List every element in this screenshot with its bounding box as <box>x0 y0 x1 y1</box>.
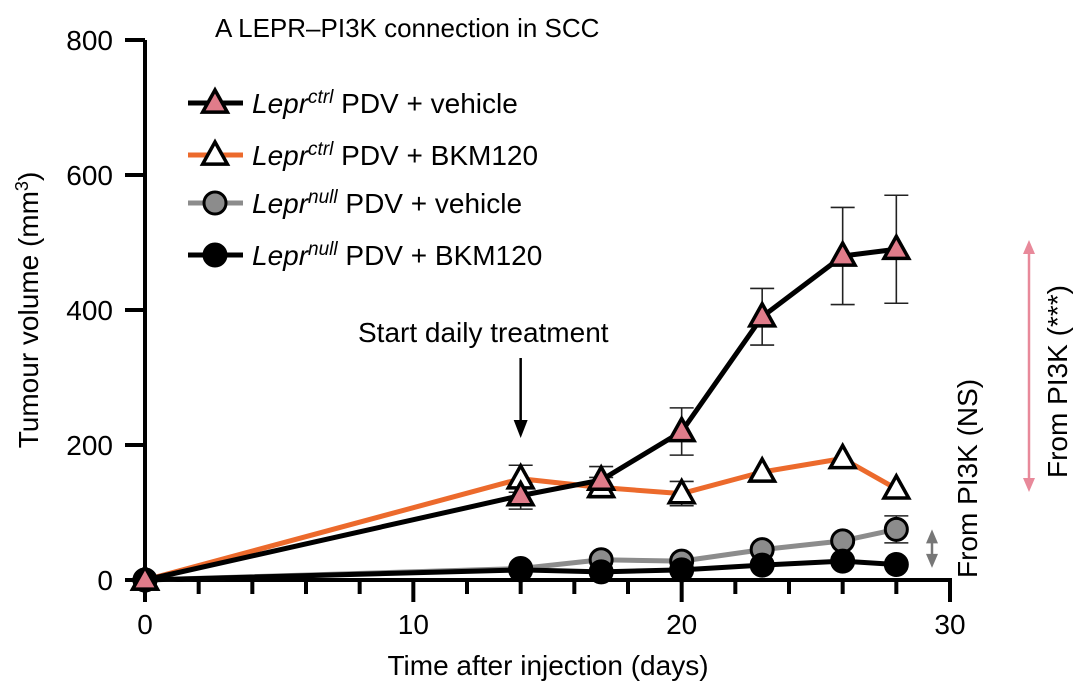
y-axis-title-sup: 3 <box>12 181 32 191</box>
legend-label: Leprctrl PDV + vehicle <box>252 87 518 120</box>
legend-swatch-marker <box>202 242 228 268</box>
series-0-point <box>881 232 912 261</box>
error-bars <box>508 194 909 544</box>
series-0-point <box>827 239 858 267</box>
y-tick-label: 800 <box>66 25 113 56</box>
legend-swatch-marker <box>199 138 231 166</box>
ns-annotation-label: From PI3K (NS) <box>952 379 983 578</box>
series-3-point <box>508 557 534 583</box>
y-tick-label: 400 <box>66 295 113 326</box>
treatment-annotation-label: Start daily treatment <box>358 317 609 348</box>
legend-gene: Lepr <box>252 88 310 119</box>
sig-annotation-label: From PI3K (***) <box>1042 285 1073 478</box>
sig-double-arrow-head-top <box>1023 240 1035 254</box>
legend-treatment: PDV + BKM120 <box>333 140 538 171</box>
series-2-point <box>883 516 909 542</box>
series-0-point <box>129 563 161 591</box>
axes: 0 200 400 600 800 0 10 20 30 <box>66 25 965 640</box>
legend-treatment: PDV + vehicle <box>338 188 522 219</box>
y-axis-title-main: Tumour volume (mm <box>13 191 44 448</box>
series-3-point <box>588 559 614 585</box>
chart-title: A LEPR–PI3K connection in SCC <box>215 13 599 43</box>
legend-label: Leprctrl PDV + BKM120 <box>252 139 538 172</box>
series-0-point <box>746 300 778 328</box>
legend-genotype: null <box>308 187 338 208</box>
x-axis-title: Time after injection (days) <box>387 650 708 681</box>
x-tick-label: 30 <box>934 609 965 640</box>
legend-genotype: ctrl <box>308 87 334 108</box>
legend-gene: Lepr <box>252 240 310 271</box>
x-tick-label: 0 <box>137 609 153 640</box>
legend-gene: Lepr <box>252 140 310 171</box>
series-2-point <box>830 528 856 554</box>
legend-swatch-marker <box>202 190 228 216</box>
series-markers <box>129 232 912 593</box>
legend-swatch-marker <box>199 86 231 114</box>
y-tick-label: 200 <box>66 430 113 461</box>
series-0-point <box>505 479 536 507</box>
series-1-point <box>746 455 778 483</box>
legend-treatment: PDV + vehicle <box>333 88 517 119</box>
ns-double-arrow-head-bottom <box>926 553 938 568</box>
legend-treatment: PDV + BKM120 <box>338 240 543 271</box>
x-tick-label: 20 <box>666 609 697 640</box>
series-3-point <box>883 551 909 577</box>
series-0-point <box>585 463 617 491</box>
x-tick-label: 10 <box>398 609 429 640</box>
legend-genotype: ctrl <box>308 139 334 160</box>
legend-label: Leprnull PDV + vehicle <box>252 187 522 220</box>
sig-double-arrow-head-bottom <box>1023 478 1035 492</box>
series-3-point <box>749 552 775 578</box>
series-1-point <box>827 441 858 470</box>
legend-genotype: null <box>308 239 338 260</box>
y-axis-title-close: ) <box>13 172 44 181</box>
annotations: Start daily treatment From PI3K (NS) From … <box>358 240 1073 578</box>
series-0-point <box>666 414 697 443</box>
series-3-point <box>669 557 695 583</box>
series-3-point <box>830 548 856 574</box>
series-1-point <box>881 472 912 500</box>
y-tick-label: 600 <box>66 160 113 191</box>
legend-label: Leprnull PDV + BKM120 <box>252 239 542 272</box>
ns-double-arrow-head-top <box>926 529 938 544</box>
y-axis-title: Tumour volume (mm3) <box>12 172 44 449</box>
treatment-arrow-head <box>513 420 528 438</box>
series-1-point <box>666 477 697 505</box>
y-tick-label: 0 <box>97 565 113 596</box>
legend-gene: Lepr <box>252 188 310 219</box>
